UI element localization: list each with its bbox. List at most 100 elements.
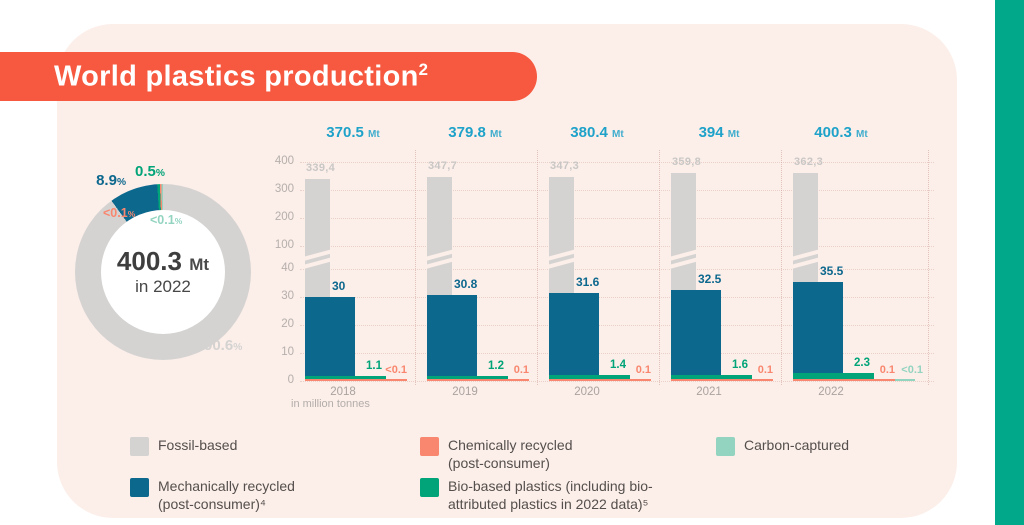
axis-break-mark <box>666 247 702 270</box>
bar-value-fossil-2019: 347,7 <box>428 159 458 172</box>
bar-chemical-2018 <box>305 379 407 381</box>
legend-item-carbon: Carbon-captured <box>716 437 849 456</box>
bar-value-chemical-2019: 0.1 <box>513 364 529 376</box>
bar-group-2019: 347,7 30.8 1.2 0.1 2019 <box>422 146 549 398</box>
y-axis-tick-label: 0 <box>287 374 294 386</box>
bar-group-2022: 362,3 35.5 2.3 0.1 <0.1 2022 <box>788 146 923 398</box>
gridline <box>300 381 934 382</box>
bar-value-chemical-2022: 0.1 <box>879 364 895 376</box>
bar-bio-2020 <box>549 375 630 379</box>
bar-group-2020: 347,3 31.6 1.4 0.1 2020 <box>544 146 671 398</box>
bar-chemical-2019 <box>427 379 529 381</box>
legend-label-bio: Bio-based plastics (including bio-attrib… <box>448 478 653 512</box>
bar-mechanical-2020 <box>549 293 599 381</box>
group-separator <box>928 150 929 385</box>
page-title: World plastics production2 <box>54 59 429 93</box>
bar-value-mechanical-2019: 30.8 <box>454 276 478 291</box>
legend-label-fossil: Fossil-based <box>158 437 238 453</box>
legend-swatch-mechanical <box>130 478 149 497</box>
x-axis-year-label: 2018 <box>330 386 356 398</box>
bar-chemical-2020 <box>549 379 651 381</box>
title-banner: World plastics production2 <box>0 52 537 101</box>
total-label-2022: 400.3 Mt <box>814 124 868 141</box>
y-axis-tick-label: 400 <box>274 155 294 167</box>
donut-label-carbon: <0.1% <box>150 213 183 227</box>
axis-break-mark <box>422 247 458 270</box>
bar-value-fossil-2020: 347,3 <box>550 159 580 172</box>
bar-value-bio-2020: 1.4 <box>610 359 626 371</box>
bar-mechanical-2018 <box>305 297 355 381</box>
bar-value-bio-2022: 2.3 <box>854 357 870 369</box>
gridline <box>300 297 934 298</box>
bar-value-fossil-2022: 362,3 <box>794 155 824 168</box>
legend-item-mechanical: Mechanically recycled (post-consumer)⁴ <box>130 478 295 514</box>
bar-value-carbon-2022: <0.1 <box>901 364 923 376</box>
donut-label-fossil: 90.6% <box>204 337 243 354</box>
y-axis-tick-label: 20 <box>281 318 294 330</box>
bar-value-chemical-2018: <0.1 <box>385 364 407 376</box>
bar-mechanical-2021 <box>671 290 721 381</box>
bar-value-bio-2019: 1.2 <box>488 360 504 372</box>
gridline <box>300 353 934 354</box>
bar-mechanical-2022 <box>793 282 843 381</box>
legend-item-chemical: Chemically recycled (post-consumer) <box>420 437 572 473</box>
accent-strip <box>995 0 1024 525</box>
y-axis-tick-label: 300 <box>274 183 294 195</box>
total-label-2018: 370.5 Mt <box>326 124 380 141</box>
donut-center-unit: Mt <box>189 254 210 274</box>
group-separator <box>415 150 416 385</box>
bar-bio-2022 <box>793 373 874 379</box>
legend-label-chemical: Chemically recycled (post-consumer) <box>448 437 573 471</box>
y-axis-tick-label: 40 <box>281 262 294 274</box>
gridline <box>300 190 934 191</box>
gridline <box>300 269 934 270</box>
x-axis-year-label: 2022 <box>818 386 844 398</box>
legend-swatch-carbon <box>716 437 735 456</box>
total-label-2019: 379.8 Mt <box>448 124 502 141</box>
group-separator <box>537 150 538 385</box>
donut-label-chemical: <0.1% <box>103 206 136 220</box>
donut-label-mechanical: 8.9% <box>96 172 126 189</box>
y-axis-tick-label: 10 <box>281 346 294 358</box>
gridline <box>300 162 934 163</box>
bar-bio-2021 <box>671 375 752 379</box>
donut-center-value: 400.3 Mt <box>116 245 210 276</box>
donut-label-bio: 0.5% <box>135 163 165 180</box>
legend-swatch-bio <box>420 478 439 497</box>
bar-value-mechanical-2018: 30 <box>332 279 346 293</box>
bar-group-2021: 359,8 32.5 1.6 0.1 2021 <box>666 146 793 398</box>
x-axis-year-label: 2020 <box>574 386 600 398</box>
legend-label-carbon: Carbon-captured <box>744 437 850 453</box>
bar-value-fossil-2021: 359,8 <box>672 156 702 169</box>
y-axis-tick-label: 30 <box>281 290 294 302</box>
axis-break-mark <box>788 247 824 270</box>
donut-center: 400.3 Mt in 2022 <box>101 210 225 334</box>
title-footnote-marker: 2 <box>418 59 429 79</box>
bar-value-chemical-2021: 0.1 <box>757 364 773 376</box>
gridline <box>300 325 934 326</box>
donut-center-subtitle: in 2022 <box>135 276 191 296</box>
legend-item-bio: Bio-based plastics (including bio-attrib… <box>420 478 653 514</box>
total-label-2020: 380.4 Mt <box>570 124 624 141</box>
bar-group-2018: 339,4 30 1.1 <0.1 2018 <box>300 146 427 398</box>
bar-value-bio-2018: 1.1 <box>366 360 382 372</box>
y-axis-tick-label: 200 <box>274 211 294 223</box>
bar-chemical-2021 <box>671 379 773 381</box>
legend-label-mechanical: Mechanically recycled (post-consumer)⁴ <box>158 478 295 512</box>
group-separator <box>659 150 660 385</box>
x-axis-year-label: 2021 <box>696 386 722 398</box>
legend-swatch-fossil <box>130 437 149 456</box>
bar-bio-2019 <box>427 376 508 379</box>
bar-value-chemical-2020: 0.1 <box>635 364 651 376</box>
bar-value-bio-2021: 1.6 <box>732 359 748 371</box>
y-axis-tick-label: 100 <box>274 239 294 251</box>
gridline <box>300 246 934 247</box>
bar-mechanical-2019 <box>427 295 477 381</box>
axis-break-mark <box>300 247 336 270</box>
group-separator <box>781 150 782 385</box>
bar-chemical-2022 <box>793 379 895 381</box>
bar-value-mechanical-2021: 32.5 <box>698 272 722 286</box>
legend-swatch-chemical <box>420 437 439 456</box>
gridline <box>300 218 934 219</box>
